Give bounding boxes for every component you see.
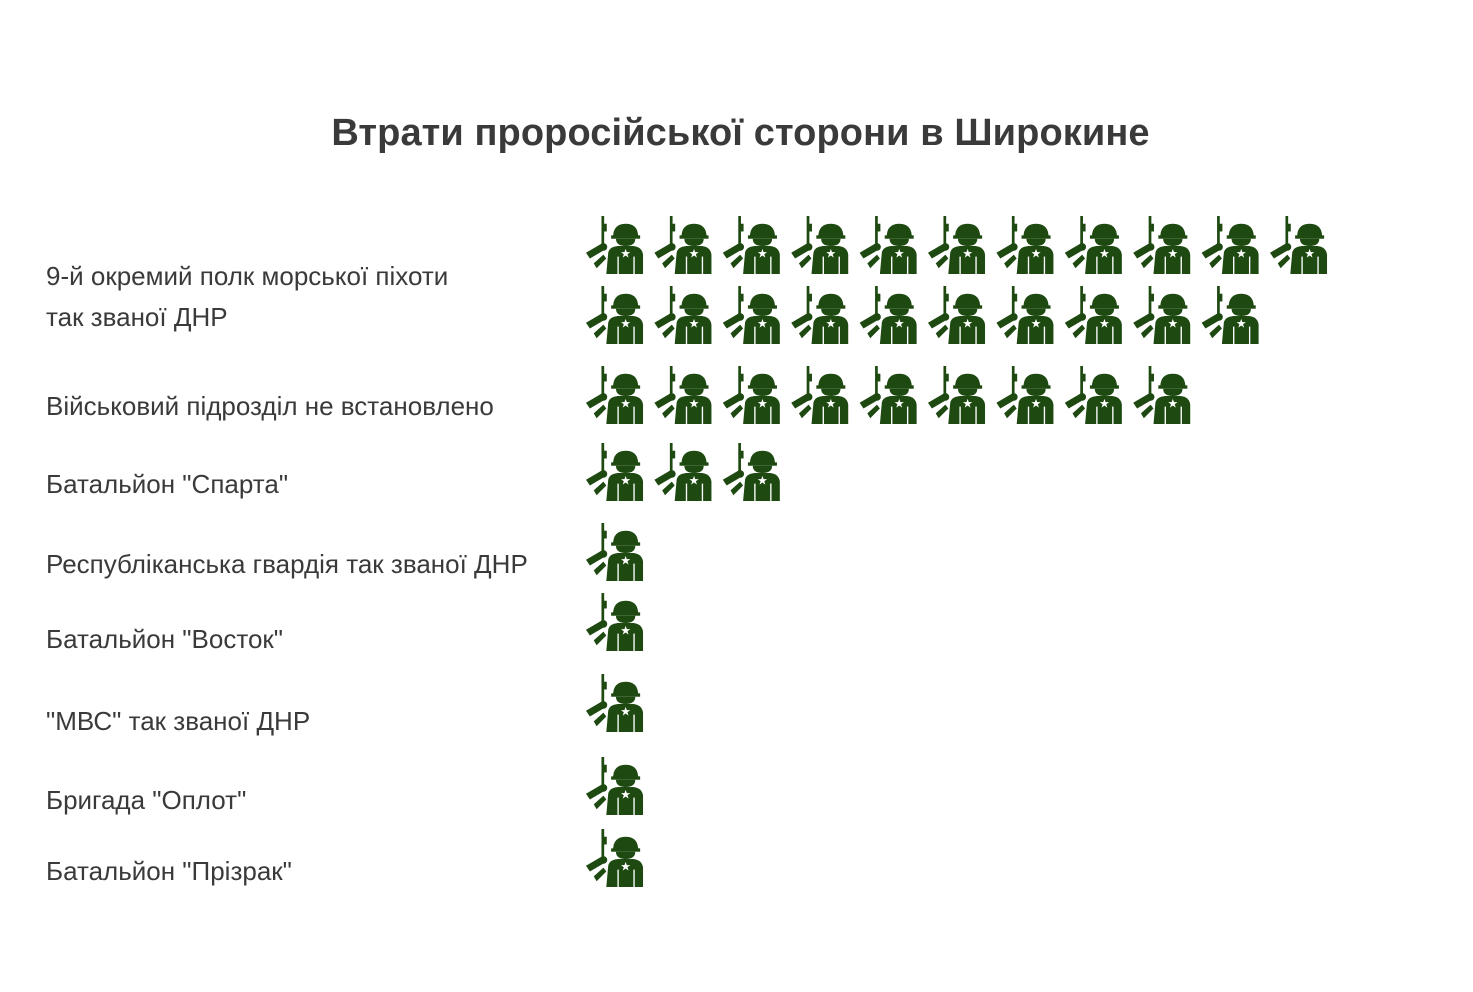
soldier-icon (996, 286, 1054, 344)
soldier-icon (928, 216, 986, 274)
soldier-icon (996, 216, 1054, 274)
soldier-icon (654, 366, 712, 424)
soldier-icon (654, 443, 712, 501)
soldier-icon (791, 366, 849, 424)
category-label: Батальйон "Прізрак" (46, 856, 292, 886)
soldier-icon (1133, 366, 1191, 424)
category-label: так званої ДНР (46, 302, 228, 332)
soldier-icon (722, 443, 780, 501)
soldier-icon (996, 366, 1054, 424)
soldier-icon (1064, 286, 1122, 344)
soldier-icon (791, 216, 849, 274)
soldier-icon (586, 523, 644, 581)
soldier-icon (722, 366, 780, 424)
soldier-icon (654, 216, 712, 274)
soldier-icon (859, 366, 917, 424)
category-label: Військовий підрозділ не встановлено (46, 391, 494, 421)
soldier-icon (1064, 216, 1122, 274)
soldier-icon (722, 216, 780, 274)
chart-title: Втрати проросійської сторони в Широкине (331, 112, 1150, 154)
category-label: Батальйон "Восток" (46, 624, 283, 654)
soldier-icon (586, 829, 644, 887)
soldier-icon (859, 286, 917, 344)
category-label: Республіканська гвардія так званої ДНР (46, 549, 528, 579)
soldier-icon (586, 443, 644, 501)
soldier-icon (1064, 366, 1122, 424)
soldier-icon (586, 216, 644, 274)
soldier-icon (722, 286, 780, 344)
soldier-icon (928, 286, 986, 344)
category-label: Бригада "Оплот" (46, 785, 246, 815)
soldier-icon (586, 286, 644, 344)
category-label: 9-й окремий полк морської піхоти (46, 261, 448, 291)
soldier-icon (859, 216, 917, 274)
soldier-icon (586, 757, 644, 815)
category-label: "МВС" так званої ДНР (46, 706, 310, 736)
soldier-icon (654, 286, 712, 344)
category-label: Батальйон "Спарта" (46, 469, 288, 499)
soldier-icon (586, 366, 644, 424)
soldier-icon (586, 593, 644, 651)
soldier-icon (928, 366, 986, 424)
soldier-icon (1201, 216, 1259, 274)
soldier-icon (791, 286, 849, 344)
soldier-icon (1133, 216, 1191, 274)
soldier-icon (1270, 216, 1328, 274)
soldier-icon (1201, 286, 1259, 344)
soldier-icon (1133, 286, 1191, 344)
soldier-icon (586, 674, 644, 732)
